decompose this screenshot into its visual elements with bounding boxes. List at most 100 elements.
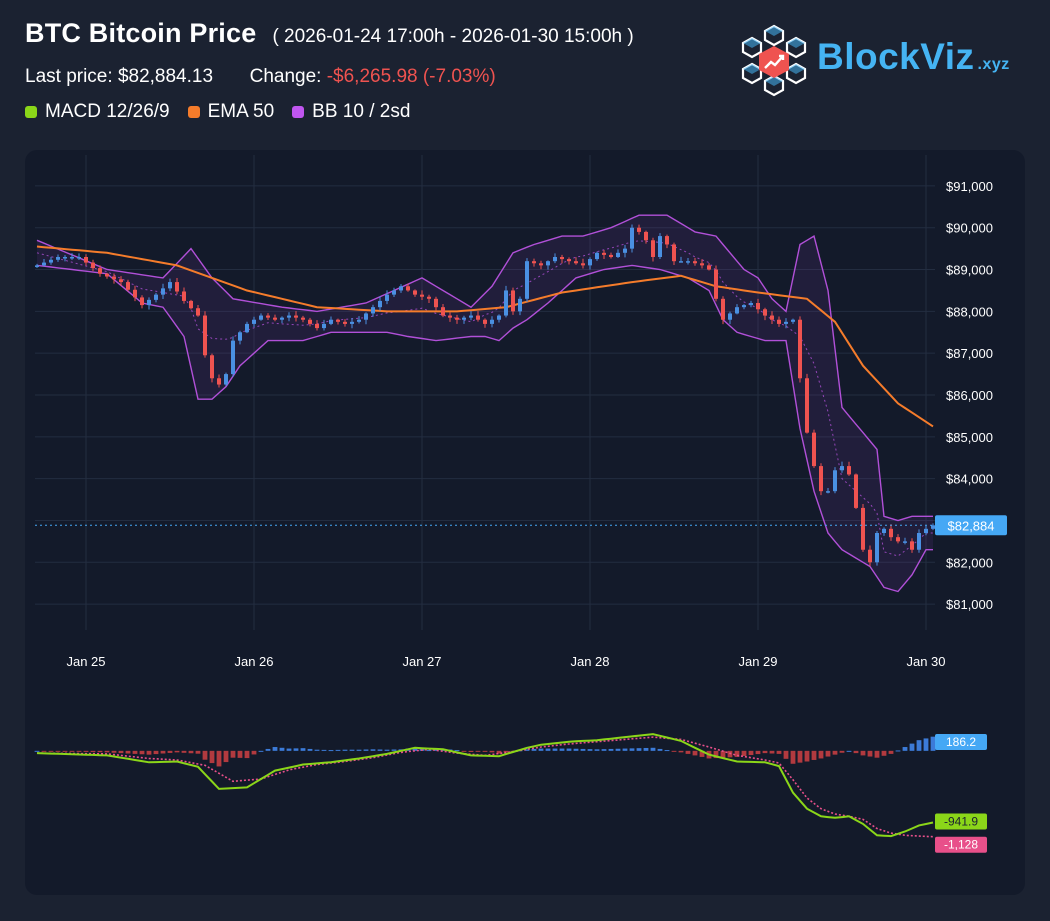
candle-body — [182, 291, 186, 301]
indicator-legend: MACD 12/26/9 EMA 50 BB 10 / 2sd — [25, 101, 745, 123]
histogram-bar — [909, 743, 915, 751]
histogram-bar — [867, 750, 873, 757]
macd-line — [36, 733, 934, 838]
candle-body — [392, 290, 396, 295]
y-tick-label: $87,000 — [946, 346, 993, 361]
histogram-bar — [741, 750, 747, 756]
histogram-bar — [153, 750, 159, 755]
y-tick-label: $84,000 — [946, 472, 993, 487]
y-tick-label: $88,000 — [946, 304, 993, 319]
histogram-bar — [587, 749, 593, 751]
candle-body — [140, 297, 144, 306]
candle-body — [84, 257, 88, 263]
histogram-bar — [48, 750, 54, 752]
histogram-bar — [881, 750, 887, 756]
x-tick-label: Jan 29 — [738, 654, 777, 669]
histogram-bar — [335, 749, 341, 751]
histogram-bar — [566, 748, 572, 751]
candle-body — [259, 315, 263, 320]
histogram-bar — [531, 748, 537, 751]
histogram-bar — [293, 748, 299, 751]
histogram-bar — [524, 749, 530, 751]
candle-body — [896, 537, 900, 542]
candle-body — [245, 323, 249, 333]
blockviz-logo[interactable]: BlockViz .xyz — [735, 22, 1025, 100]
candle-body — [868, 549, 872, 563]
price-macd-chart[interactable]: $81,000$82,000$83,000$84,000$85,000$86,0… — [25, 150, 1025, 895]
candle-body — [56, 257, 60, 260]
candle-body — [329, 319, 333, 324]
candle-body — [574, 261, 578, 264]
bb-lower-line — [36, 264, 933, 593]
histogram-bar — [230, 750, 236, 758]
histogram-bar — [216, 750, 222, 767]
legend-ema[interactable]: EMA 50 — [187, 101, 274, 123]
histogram-bar — [384, 749, 390, 751]
candle-body — [798, 319, 802, 379]
histogram-bar — [832, 750, 838, 755]
legend-macd-label: MACD 12/26/9 — [45, 101, 170, 122]
histogram-bar — [62, 750, 68, 752]
histogram-bar — [916, 740, 922, 751]
candle-body — [637, 227, 641, 232]
y-tick-label: $81,000 — [946, 597, 993, 612]
x-tick-label: Jan 28 — [570, 654, 609, 669]
candle-body — [763, 309, 767, 316]
candle-body — [294, 315, 298, 318]
histogram-bar — [776, 750, 782, 754]
candle-body — [434, 298, 438, 308]
histogram-bar — [678, 750, 684, 753]
histogram-bar — [930, 736, 936, 751]
candle-body — [658, 236, 662, 257]
histogram-bar — [314, 749, 320, 751]
candle-body — [252, 319, 256, 324]
candle-body — [378, 300, 382, 308]
candle-body — [847, 466, 851, 475]
candle-body — [833, 470, 837, 492]
bb-upper-line — [36, 214, 933, 522]
histogram-bar — [237, 750, 243, 758]
histogram-bar — [125, 750, 131, 754]
candle-body — [819, 466, 823, 492]
histogram-value-tag-label: 186.2 — [946, 735, 976, 749]
histogram-bar — [839, 750, 845, 753]
candle-body — [917, 533, 921, 550]
histogram-bar — [363, 749, 369, 751]
histogram-bar — [496, 750, 502, 754]
candle-body — [98, 268, 102, 274]
histogram-bar — [356, 749, 362, 751]
chart-panel[interactable]: $81,000$82,000$83,000$84,000$85,000$86,0… — [25, 150, 1025, 895]
candle-body — [644, 231, 648, 241]
candle-body — [210, 355, 214, 379]
last-price-value: $82,884.13 — [117, 66, 214, 87]
candle-body — [364, 313, 368, 320]
candle-body — [756, 303, 760, 310]
histogram-bar — [811, 750, 817, 760]
histogram-bar — [433, 749, 439, 751]
candle-body — [721, 298, 725, 320]
candle-body — [623, 248, 627, 253]
y-tick-label: $85,000 — [946, 430, 993, 445]
histogram-bar — [223, 750, 229, 763]
candle-body — [476, 315, 480, 320]
candle-body — [350, 321, 354, 324]
histogram-bar — [195, 750, 201, 754]
candle-body — [91, 262, 95, 269]
candle-body — [462, 317, 466, 320]
histogram-bar — [594, 749, 600, 751]
histogram-bar — [790, 750, 796, 764]
candle-body — [728, 313, 732, 320]
date-range: ( 2026-01-24 17:00h - 2026-01-30 15:00h … — [272, 26, 634, 47]
legend-bb[interactable]: BB 10 / 2sd — [292, 101, 410, 123]
candle-body — [322, 323, 326, 329]
histogram-bar — [97, 750, 103, 753]
candle-body — [749, 303, 753, 306]
histogram-bar — [489, 750, 495, 753]
legend-macd[interactable]: MACD 12/26/9 — [25, 101, 170, 123]
candle-body — [812, 432, 816, 467]
candle-body — [840, 466, 844, 471]
histogram-bar — [209, 750, 215, 764]
candle-body — [707, 265, 711, 270]
cube-cluster-chart-icon — [741, 24, 807, 97]
candle-body — [441, 307, 445, 316]
